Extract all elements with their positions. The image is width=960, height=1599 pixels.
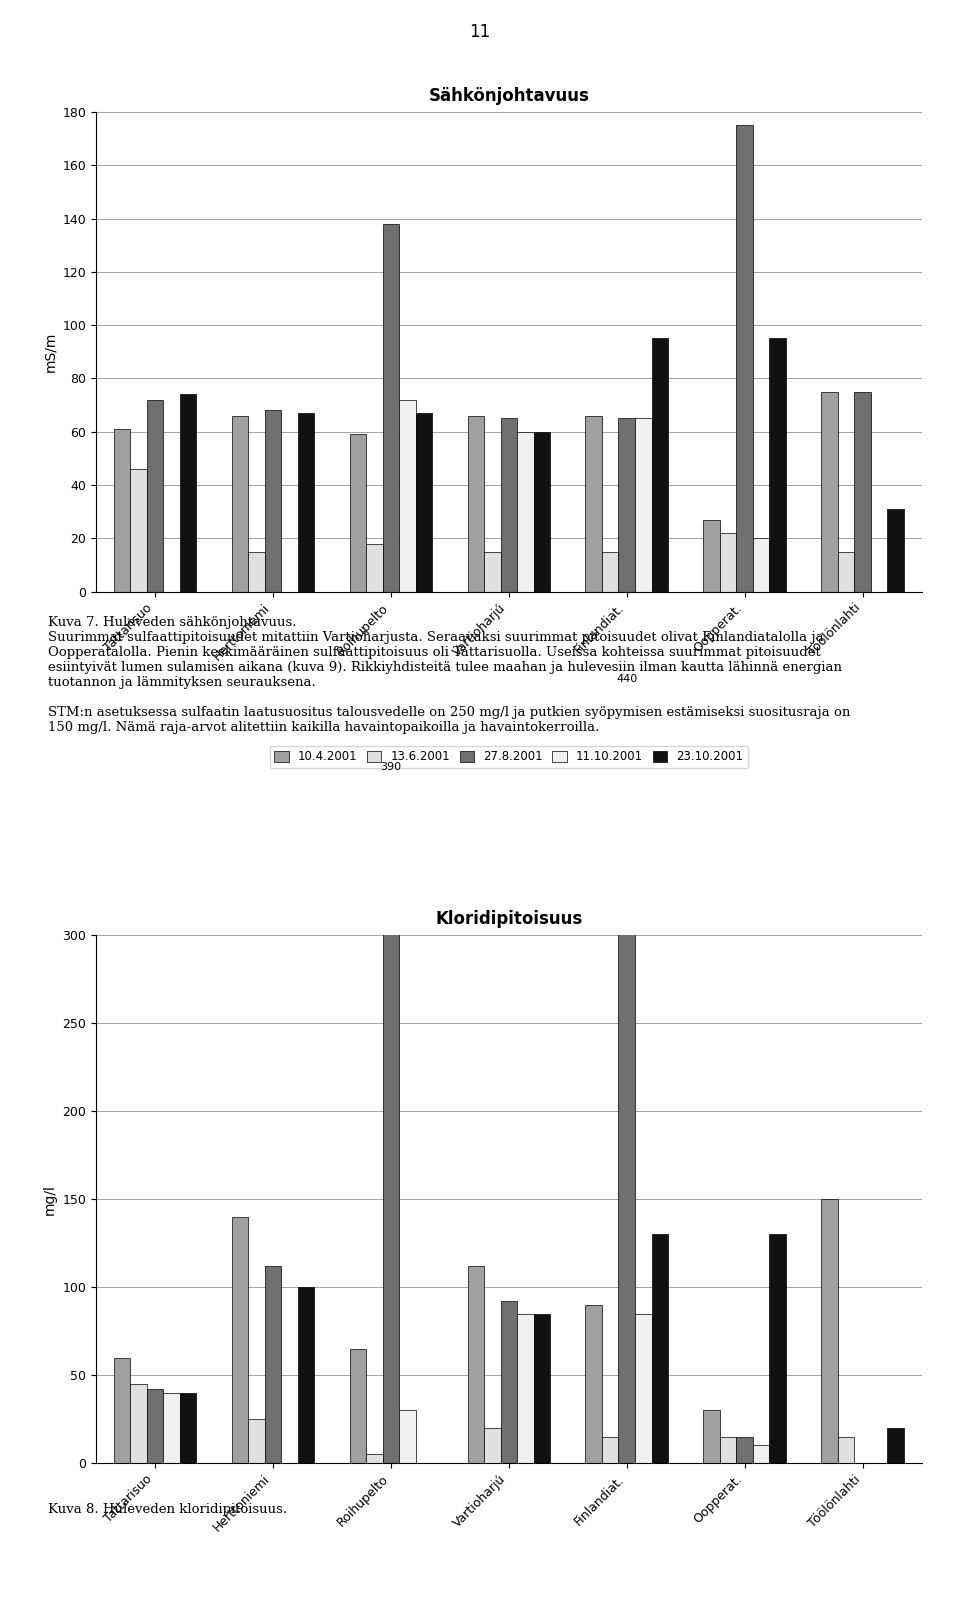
- Bar: [534, 1314, 550, 1463]
- Bar: [838, 552, 854, 592]
- Bar: [484, 1428, 500, 1463]
- Bar: [147, 400, 163, 592]
- Bar: [416, 413, 432, 592]
- Bar: [500, 419, 517, 592]
- Legend: 10.4.2001, 13.6.2001, 27.8.2001, 11.10.2001, 23.10.2001: 10.4.2001, 13.6.2001, 27.8.2001, 11.10.2…: [270, 745, 748, 768]
- Bar: [131, 469, 147, 592]
- Text: 390: 390: [380, 761, 401, 772]
- Bar: [602, 1436, 618, 1463]
- Bar: [887, 508, 904, 592]
- Bar: [822, 1199, 838, 1463]
- Text: Kuva 8. Huleveden kloridipitoisuus.: Kuva 8. Huleveden kloridipitoisuus.: [48, 1503, 287, 1516]
- Bar: [147, 1390, 163, 1463]
- Bar: [265, 1266, 281, 1463]
- Bar: [887, 1428, 904, 1463]
- Bar: [838, 1436, 854, 1463]
- Bar: [248, 1420, 265, 1463]
- Bar: [652, 1234, 668, 1463]
- Bar: [517, 432, 534, 592]
- Bar: [349, 1348, 366, 1463]
- Bar: [618, 419, 635, 592]
- Bar: [349, 435, 366, 592]
- Bar: [736, 1436, 753, 1463]
- Bar: [618, 689, 635, 1463]
- Bar: [720, 532, 736, 592]
- Bar: [534, 432, 550, 592]
- Bar: [704, 1410, 720, 1463]
- Bar: [231, 416, 248, 592]
- Bar: [586, 416, 602, 592]
- Bar: [180, 1393, 196, 1463]
- Bar: [366, 544, 383, 592]
- Bar: [113, 429, 131, 592]
- Bar: [298, 413, 314, 592]
- Y-axis label: mg/l: mg/l: [43, 1183, 57, 1215]
- Bar: [586, 1305, 602, 1463]
- Bar: [484, 552, 500, 592]
- Bar: [822, 392, 838, 592]
- Bar: [265, 411, 281, 592]
- Bar: [383, 224, 399, 592]
- Bar: [163, 1393, 180, 1463]
- Title: Kloridipitoisuus: Kloridipitoisuus: [435, 910, 583, 929]
- Bar: [770, 1234, 786, 1463]
- Bar: [383, 777, 399, 1463]
- Bar: [231, 1217, 248, 1463]
- Bar: [602, 552, 618, 592]
- Bar: [770, 339, 786, 592]
- Bar: [854, 392, 871, 592]
- Bar: [753, 1445, 770, 1463]
- Bar: [399, 400, 416, 592]
- Bar: [704, 520, 720, 592]
- Bar: [517, 1314, 534, 1463]
- Bar: [468, 1266, 484, 1463]
- Text: Kuva 7. Huleveden sähkönjohtavuus.
Suurimmat sulfaattipitoisuudet mitattiin Vart: Kuva 7. Huleveden sähkönjohtavuus. Suuri…: [48, 616, 851, 734]
- Bar: [113, 1358, 131, 1463]
- Bar: [500, 1302, 517, 1463]
- Bar: [180, 395, 196, 592]
- Bar: [131, 1383, 147, 1463]
- Y-axis label: mS/m: mS/m: [43, 331, 57, 373]
- Bar: [635, 1314, 652, 1463]
- Bar: [366, 1455, 383, 1463]
- Bar: [753, 539, 770, 592]
- Bar: [720, 1436, 736, 1463]
- Bar: [736, 125, 753, 592]
- Bar: [399, 1410, 416, 1463]
- Bar: [298, 1287, 314, 1463]
- Bar: [468, 416, 484, 592]
- Bar: [248, 552, 265, 592]
- Title: Sähkönjohtavuus: Sähkönjohtavuus: [428, 86, 589, 106]
- Bar: [652, 339, 668, 592]
- Text: 440: 440: [616, 673, 637, 684]
- Bar: [635, 419, 652, 592]
- Text: 11: 11: [469, 22, 491, 42]
